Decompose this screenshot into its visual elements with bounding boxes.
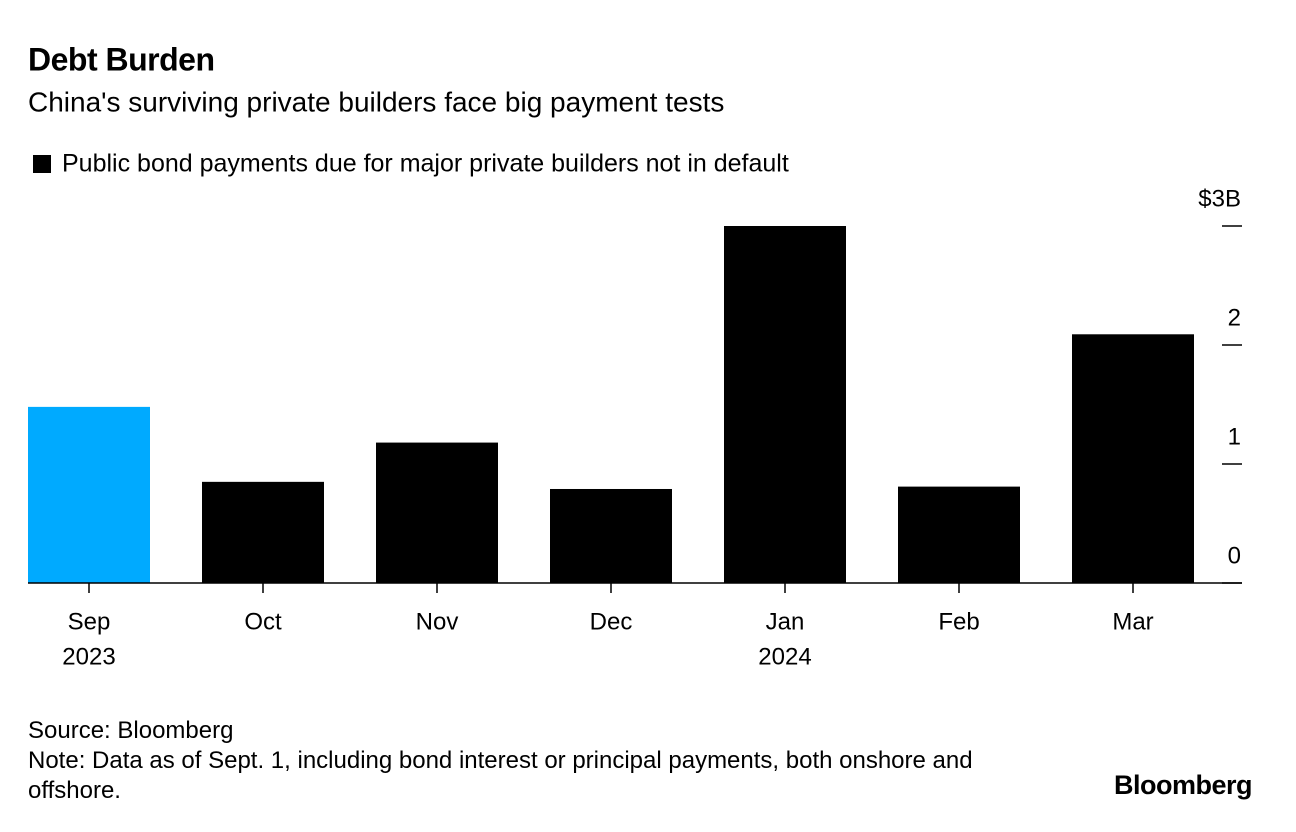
y-tick-label: 1 xyxy=(1228,423,1241,450)
footnotes: Source: Bloomberg Note: Data as of Sept.… xyxy=(28,716,1058,806)
x-tick-label: Nov xyxy=(416,608,459,635)
chart-subtitle: China's surviving private builders face … xyxy=(28,86,724,117)
x-tick-label: Feb xyxy=(938,608,979,635)
note: Note: Data as of Sept. 1, including bond… xyxy=(28,747,973,804)
y-tick-label: 2 xyxy=(1228,304,1241,331)
x-tick-label: Sep xyxy=(68,608,111,635)
bar xyxy=(898,486,1020,583)
source: Source: Bloomberg xyxy=(28,717,234,744)
x-tick-label: Dec xyxy=(590,608,633,635)
legend-label: Public bond payments due for major priva… xyxy=(62,150,789,178)
x-tick-label: Oct xyxy=(244,608,282,635)
bar xyxy=(28,406,150,583)
x-tick-year: 2024 xyxy=(758,643,811,670)
x-tick-year: 2023 xyxy=(62,643,115,670)
bar xyxy=(1072,334,1194,583)
bar xyxy=(376,442,498,583)
bar xyxy=(202,481,324,583)
chart-title: Debt Burden xyxy=(28,41,215,77)
bar xyxy=(724,226,846,583)
logo: Bloomberg xyxy=(1114,770,1253,800)
x-tick-label: Mar xyxy=(1112,608,1153,635)
legend-swatch xyxy=(33,155,51,173)
y-tick-label: 0 xyxy=(1228,542,1241,569)
x-tick-label: Jan xyxy=(766,608,805,635)
bar xyxy=(550,488,672,583)
y-tick-label: $3B xyxy=(1198,185,1241,212)
